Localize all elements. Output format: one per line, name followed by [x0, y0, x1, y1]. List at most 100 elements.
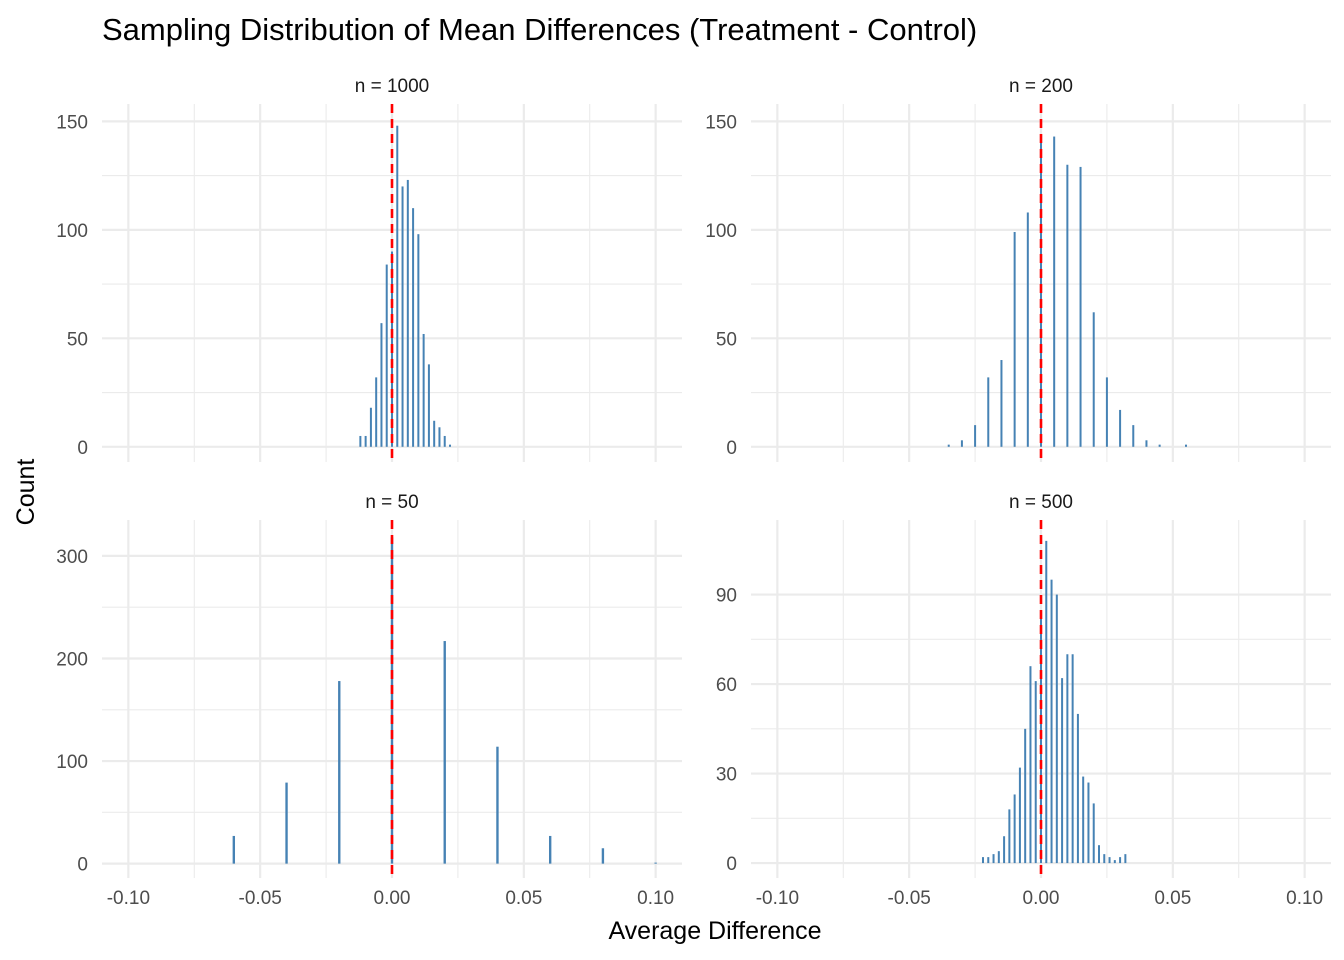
histogram-bar [1013, 794, 1016, 864]
histogram-bar [1113, 860, 1116, 864]
panel-strip-label: n = 200 [1009, 76, 1073, 97]
panel-top-left: n = 1000 0 50 100 150 [56, 76, 682, 462]
histogram-bar [1018, 767, 1021, 864]
histogram-bar [401, 186, 404, 447]
y-tick-label: 100 [705, 221, 737, 242]
histogram-bar [1071, 654, 1074, 864]
histogram-bar [232, 835, 236, 864]
histogram-bar [1092, 312, 1095, 447]
panel-strip-label: n = 500 [1009, 492, 1073, 513]
y-tick-label: 0 [77, 438, 88, 459]
histogram-bar [1145, 440, 1148, 447]
y-tick-label: 100 [56, 752, 88, 773]
y-tick-label: 200 [56, 649, 88, 670]
histogram-bar [1024, 728, 1027, 864]
histogram-bar [654, 862, 657, 864]
y-tick-label: 90 [716, 586, 737, 607]
panel-bottom-left: n = 50 0 100 200 300 -0.10 -0.05 0.00 0.05 0.10 [56, 492, 682, 909]
histogram-bar [443, 435, 446, 447]
y-tick-label: 60 [716, 675, 737, 696]
y-tick-label: 0 [726, 854, 737, 875]
histogram-bar [974, 425, 977, 447]
panel-strip-label: n = 50 [365, 492, 418, 513]
panel-bottom-right: n = 500 0 30 60 90 -0.10 -0.05 0.00 0.05 0.10 [716, 492, 1331, 909]
histogram-bar [496, 746, 499, 864]
histogram-bar [427, 364, 430, 447]
histogram-bar [422, 333, 425, 447]
histogram-bar [1119, 409, 1122, 447]
histogram-bar [1082, 776, 1085, 864]
histogram-bar [380, 323, 383, 447]
histogram-bar [359, 435, 362, 447]
histogram-bar [1105, 377, 1108, 447]
histogram-bar [396, 125, 399, 447]
histogram-bar [1003, 836, 1006, 864]
histogram-bar [1087, 782, 1090, 864]
x-tick-label: 0.10 [637, 888, 674, 909]
x-tick-label: -0.10 [756, 888, 799, 909]
y-tick-label: 300 [56, 547, 88, 568]
histogram-bar [1000, 360, 1003, 447]
histogram-bar [438, 427, 441, 447]
histogram-bar [987, 377, 990, 447]
histogram-bar [982, 857, 984, 864]
histogram-bar [960, 440, 963, 447]
histogram-bar [285, 782, 288, 864]
histogram-bar [1050, 579, 1053, 864]
histogram-bar [1098, 845, 1100, 864]
y-tick-label: 50 [67, 329, 88, 350]
histogram-bar [1029, 666, 1032, 864]
histogram-bar [1045, 540, 1048, 864]
x-tick-label: 0.05 [1154, 888, 1191, 909]
histogram-bar [375, 377, 378, 447]
histogram-bar [412, 208, 415, 447]
y-tick-label: 100 [56, 221, 88, 242]
histogram-bar [548, 835, 552, 864]
y-tick-label: 0 [77, 855, 88, 876]
histogram-bar [997, 851, 1000, 864]
histogram-bar [1034, 681, 1037, 864]
histogram-bar [364, 435, 367, 447]
histogram-bar [1076, 713, 1079, 864]
y-tick-label: 150 [705, 112, 737, 133]
histogram-bar [417, 234, 420, 447]
histogram-bar [1103, 854, 1106, 864]
histogram-bar [1013, 232, 1016, 447]
histogram-bar [947, 444, 950, 447]
histogram-bar [1079, 166, 1082, 447]
histogram-bar [1061, 678, 1064, 864]
histogram-bar [443, 641, 446, 864]
histogram-bar [1053, 136, 1056, 447]
histogram-bar [1040, 618, 1042, 864]
x-tick-label: 0.00 [374, 888, 411, 909]
histogram-bar [1132, 425, 1135, 447]
x-tick-label: 0.00 [1023, 888, 1060, 909]
histogram-bar [987, 857, 990, 864]
histogram-bar [1158, 444, 1161, 447]
histogram-bar [369, 407, 372, 447]
x-tick-label: 0.10 [1286, 888, 1323, 909]
histogram-bar [1185, 444, 1187, 447]
y-tick-label: 50 [716, 329, 737, 350]
histogram-bar [992, 854, 995, 864]
y-tick-label: 30 [716, 765, 737, 786]
histogram-bar [1119, 857, 1122, 864]
histogram-bar [601, 848, 605, 864]
panel-top-right: n = 200 0 50 100 150 [705, 76, 1331, 462]
chart-title: Sampling Distribution of Mean Difference… [102, 12, 977, 47]
x-axis-title: Average Difference [608, 917, 821, 945]
y-tick-label: 0 [726, 438, 737, 459]
y-tick-label: 150 [56, 112, 88, 133]
histogram-bar [1008, 809, 1011, 864]
histogram-bar [1092, 803, 1095, 864]
histogram-bar [1066, 654, 1069, 864]
histogram-bar [1066, 164, 1069, 447]
x-tick-label: -0.05 [239, 888, 282, 909]
x-tick-label: -0.10 [107, 888, 150, 909]
x-tick-label: 0.05 [505, 888, 542, 909]
histogram-bar [433, 420, 436, 447]
panel-strip-label: n = 1000 [355, 76, 430, 97]
histogram-bar [338, 681, 341, 864]
